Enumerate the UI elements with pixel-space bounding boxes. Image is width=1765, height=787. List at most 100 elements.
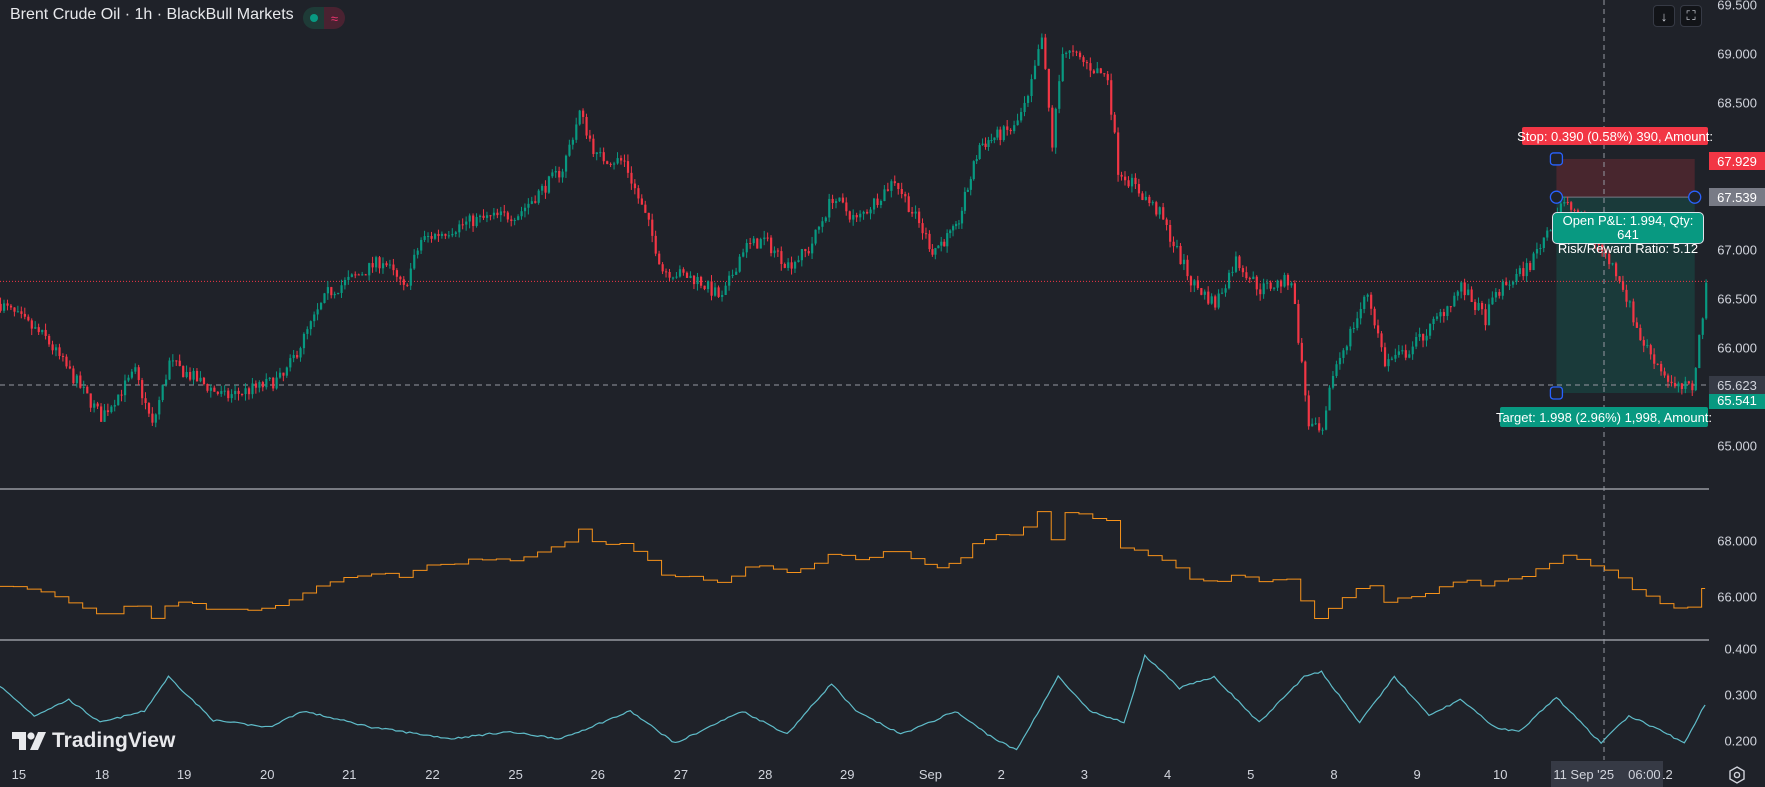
- candle-body: [804, 249, 807, 252]
- candle: [575, 117, 578, 143]
- candle: [1646, 339, 1649, 349]
- tradingview-logo[interactable]: TradingView: [12, 729, 175, 753]
- candle-body: [141, 380, 144, 399]
- candle: [1013, 120, 1016, 134]
- candle-body: [1089, 63, 1092, 71]
- candle-body: [309, 321, 312, 330]
- candle: [1269, 280, 1272, 292]
- candle-body: [1376, 325, 1380, 334]
- candle-body: [1075, 51, 1078, 53]
- candle-body: [209, 387, 213, 391]
- candle-body: [1221, 292, 1224, 294]
- candle-body: [1006, 126, 1009, 130]
- candle: [544, 180, 547, 199]
- candle-body: [561, 171, 564, 178]
- candle: [1463, 278, 1466, 301]
- candle-body: [1286, 274, 1290, 286]
- candle-body: [395, 270, 399, 277]
- symbol-title[interactable]: Brent Crude Oil · 1h · BlackBull Markets: [10, 6, 294, 23]
- candle-body: [1439, 312, 1442, 317]
- candle-body: [1255, 276, 1258, 290]
- candle: [1480, 300, 1484, 315]
- candle: [1491, 291, 1494, 305]
- candle-body: [1477, 302, 1480, 311]
- candle: [395, 268, 399, 282]
- candle: [16, 305, 20, 313]
- candle-body: [234, 390, 237, 395]
- candle: [527, 198, 530, 215]
- candle-body: [1705, 282, 1708, 319]
- settings-icon[interactable]: [1727, 765, 1747, 785]
- candle-body: [192, 370, 195, 380]
- candle-body: [685, 272, 689, 278]
- candle: [171, 354, 175, 367]
- candle: [1563, 196, 1566, 207]
- candle: [1687, 380, 1690, 385]
- scroll-to-latest-button[interactable]: ↓: [1653, 5, 1675, 27]
- candle-body: [1345, 346, 1349, 351]
- candle-body: [558, 170, 561, 178]
- candle-body: [978, 145, 981, 160]
- candle-body: [999, 129, 1002, 140]
- candle-body: [1570, 202, 1573, 210]
- candle-body: [161, 384, 164, 401]
- candle: [1549, 229, 1552, 232]
- candle-body: [0, 303, 2, 311]
- candle: [1656, 363, 1659, 366]
- candle-body: [1318, 423, 1321, 431]
- candle: [582, 108, 585, 124]
- candle: [333, 291, 336, 299]
- candle: [89, 393, 92, 412]
- price-axis-label: 66.000: [1717, 340, 1757, 356]
- candle-body: [326, 287, 330, 294]
- candle: [937, 244, 940, 249]
- candle: [1331, 371, 1335, 390]
- candle: [1110, 73, 1113, 121]
- candle: [1117, 127, 1120, 182]
- candle: [872, 197, 876, 215]
- candle: [710, 275, 713, 301]
- candle: [265, 373, 268, 390]
- candle-body: [1366, 294, 1369, 297]
- candle: [904, 191, 907, 203]
- candle: [82, 380, 85, 394]
- candle: [675, 272, 678, 279]
- candle: [1065, 51, 1068, 58]
- candle: [381, 257, 385, 274]
- candle: [364, 273, 367, 276]
- tradingview-logo-icon: [12, 732, 46, 750]
- stop-label: Stop: 0.390 (0.58%) 390, Amount:: [1517, 127, 1713, 145]
- candle-body: [440, 233, 444, 236]
- candle: [706, 280, 710, 293]
- market-status-pill[interactable]: ≈: [303, 7, 345, 29]
- position-handle[interactable]: [1688, 190, 1702, 204]
- candle-body: [1016, 120, 1019, 126]
- candle: [793, 260, 797, 273]
- candle-body: [1227, 272, 1231, 289]
- candle: [1705, 279, 1708, 320]
- candle-body: [637, 188, 640, 199]
- candle: [144, 392, 147, 410]
- candle: [161, 384, 164, 403]
- position-handle[interactable]: [1549, 386, 1564, 400]
- candle: [1460, 281, 1463, 299]
- fullscreen-button[interactable]: ⛶: [1680, 5, 1702, 27]
- candle: [1085, 59, 1089, 70]
- candle: [13, 307, 16, 317]
- candle-body: [1248, 278, 1251, 280]
- candle: [482, 209, 485, 221]
- candle: [72, 365, 75, 385]
- candle-body: [368, 263, 371, 276]
- candle-body: [668, 271, 671, 278]
- candle: [1363, 295, 1366, 314]
- candle: [845, 197, 848, 216]
- position-handle[interactable]: [1549, 190, 1564, 204]
- position-handle[interactable]: [1549, 152, 1564, 166]
- candle: [1026, 94, 1030, 107]
- candle-body: [886, 189, 890, 191]
- candle-body: [1186, 259, 1189, 277]
- candle-body: [824, 217, 827, 222]
- candle-body: [361, 274, 364, 276]
- candle: [848, 210, 851, 223]
